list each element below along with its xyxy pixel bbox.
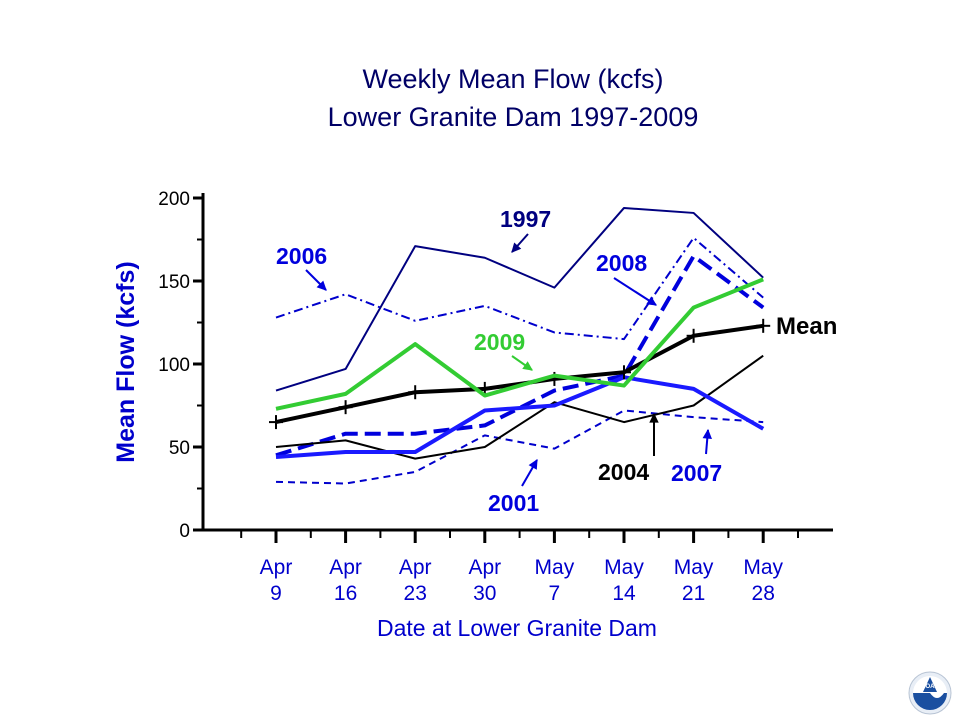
y-tick-label: 0 (179, 521, 190, 542)
series-line-s2008 (275, 254, 765, 458)
chart-title-line-2: Lower Granite Dam 1997-2009 (328, 102, 699, 132)
x-tick-label-top: May (604, 556, 644, 579)
label-2004: 2004 (598, 459, 649, 485)
label-2009: 2009 (474, 329, 525, 355)
mean-marker (756, 318, 771, 333)
y-axis-label: Mean Flow (kcfs) (112, 261, 140, 462)
series-line-s2009 (275, 277, 764, 411)
series-line-s2004 (275, 354, 764, 460)
series-line-s1997 (275, 206, 764, 392)
annotation-arrows (305, 233, 712, 487)
y-ticks: 0 50 100 150 200 (158, 189, 203, 542)
arrow-2001 (521, 459, 538, 487)
chart-title-line-1: Weekly Mean Flow (kcfs) (362, 64, 663, 94)
y-tick-label: 50 (169, 438, 190, 459)
x-tick-label-bottom: 30 (473, 582, 496, 605)
y-tick-label: 150 (158, 272, 190, 293)
mean-marker (338, 400, 353, 415)
arrow-2007 (702, 428, 712, 455)
y-tick-label: 200 (158, 189, 190, 210)
arrow-2006 (305, 269, 327, 291)
x-tick-label-bottom: 9 (270, 582, 282, 605)
x-axis-label: Date at Lower Granite Dam (377, 615, 657, 641)
mean-marker (686, 328, 701, 343)
noaa-logo: NOAA (908, 671, 952, 715)
label-2008: 2008 (596, 250, 647, 276)
mean-marker (269, 415, 283, 430)
x-tick-label-top: Apr (329, 556, 362, 579)
arrow-2004 (649, 412, 659, 456)
y-tick-label: 100 (158, 355, 190, 376)
series-layer (269, 206, 771, 485)
label-mean: Mean (776, 313, 837, 340)
mean-marker (408, 385, 423, 400)
label-2001: 2001 (488, 490, 539, 516)
x-tick-label-top: Apr (260, 556, 293, 579)
arrow-2009 (511, 355, 533, 371)
x-tick-label-bottom: 23 (404, 582, 427, 605)
arrow-1997 (511, 233, 529, 253)
x-tick-label-bottom: 28 (752, 582, 775, 605)
x-tick-label-top: Apr (399, 556, 432, 579)
x-tick-label-top: May (743, 556, 783, 579)
label-2007: 2007 (671, 460, 722, 486)
x-tick-label-bottom: 7 (549, 582, 561, 605)
label-1997: 1997 (500, 206, 551, 232)
series-line-s2001 (275, 409, 764, 485)
x-ticks: Apr 9 Apr 16 Apr 23 Apr 30 May 7 May 14 May 21 May 28 (240, 530, 799, 605)
series-line-s2006 (275, 236, 764, 341)
x-tick-label-bottom: 16 (334, 582, 357, 605)
x-tick-label-bottom: 14 (612, 582, 636, 605)
svg-text:NOAA: NOAA (921, 684, 939, 690)
label-2006: 2006 (276, 243, 327, 269)
series-line-s2007 (275, 375, 765, 459)
x-tick-label-bottom: 21 (682, 582, 705, 605)
mean-marker (617, 365, 631, 380)
x-tick-label-top: Apr (468, 556, 501, 579)
x-tick-label-top: May (535, 556, 575, 579)
x-tick-label-top: May (674, 556, 714, 579)
arrow-2008 (613, 277, 657, 306)
